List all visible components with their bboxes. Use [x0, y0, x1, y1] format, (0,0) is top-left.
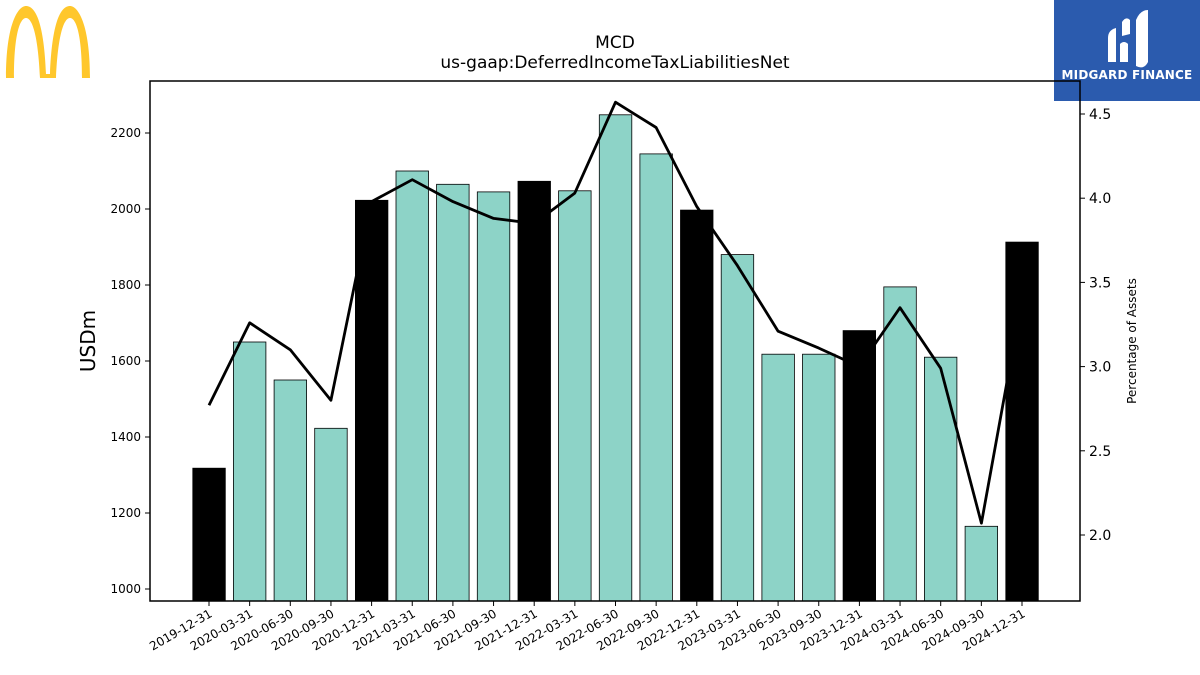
bar-2024-12-31 — [1005, 241, 1039, 602]
left-axis: 1000 1200 1400 1600 1800 2000 2200 — [110, 126, 150, 596]
line-layer — [207, 100, 1024, 525]
bar-2021-03-31 — [395, 170, 429, 602]
chart-title: MCD — [595, 33, 635, 53]
percentage-of-assets-line — [207, 100, 1024, 525]
bar-2020-03-31 — [232, 341, 267, 602]
y-axis-label: USDm — [76, 310, 100, 372]
bar-2024-09-30 — [964, 525, 998, 602]
bar-2021-06-30 — [436, 183, 470, 602]
right-axis: 2.0 2.5 3.0 3.5 4.0 4.5 — [1080, 107, 1111, 544]
y2-tick-label: 4.5 — [1089, 107, 1111, 123]
bar-2020-06-30 — [273, 379, 308, 602]
y2-tick-label: 3.0 — [1089, 360, 1111, 376]
midgard-finance-logo: MIDGARD FINANCE — [1054, 0, 1200, 101]
midgard-mark-icon — [1108, 10, 1148, 68]
y-tick-label: 1400 — [110, 430, 141, 444]
y2-tick-label: 3.5 — [1089, 275, 1111, 291]
y2-axis-label: Percentage of Assets — [1125, 278, 1139, 404]
x-axis: 2019-12-312020-03-312020-06-302020-09-30… — [147, 601, 1028, 653]
bar-2020-09-30 — [314, 427, 348, 602]
y2-tick-label: 2.5 — [1089, 444, 1111, 460]
bar-2023-03-31 — [720, 254, 755, 602]
bar-2021-09-30 — [476, 191, 511, 602]
y-tick-label: 1000 — [110, 582, 141, 596]
y-tick-label: 1800 — [110, 278, 141, 292]
y-tick-label: 1600 — [110, 354, 141, 368]
y-tick-label: 2000 — [110, 202, 141, 216]
bar-2023-06-30 — [761, 353, 795, 602]
y2-tick-label: 2.0 — [1089, 528, 1111, 544]
bar-2024-03-31 — [883, 286, 917, 602]
bar-2022-03-31 — [558, 190, 592, 602]
chart-subtitle: us-gaap:DeferredIncomeTaxLiabilitiesNet — [440, 53, 790, 73]
bar-2024-06-30 — [924, 356, 958, 602]
y2-tick-label: 4.0 — [1089, 191, 1111, 207]
bar-2022-09-30 — [639, 153, 673, 602]
bar-2019-12-31 — [192, 467, 226, 602]
y-tick-label: 1200 — [110, 506, 141, 520]
bar-2020-12-31 — [354, 199, 389, 602]
y-tick-label: 2200 — [110, 126, 141, 140]
bar-2022-06-30 — [598, 114, 633, 602]
bars-layer — [192, 114, 1039, 602]
midgard-logo-text: MIDGARD FINANCE — [1061, 68, 1193, 82]
bar-2021-12-31 — [517, 180, 551, 602]
plot-frame — [149, 80, 1081, 602]
bar-2023-09-30 — [802, 353, 836, 602]
bar-2022-12-31 — [680, 209, 714, 602]
bar-2023-12-31 — [842, 330, 876, 602]
